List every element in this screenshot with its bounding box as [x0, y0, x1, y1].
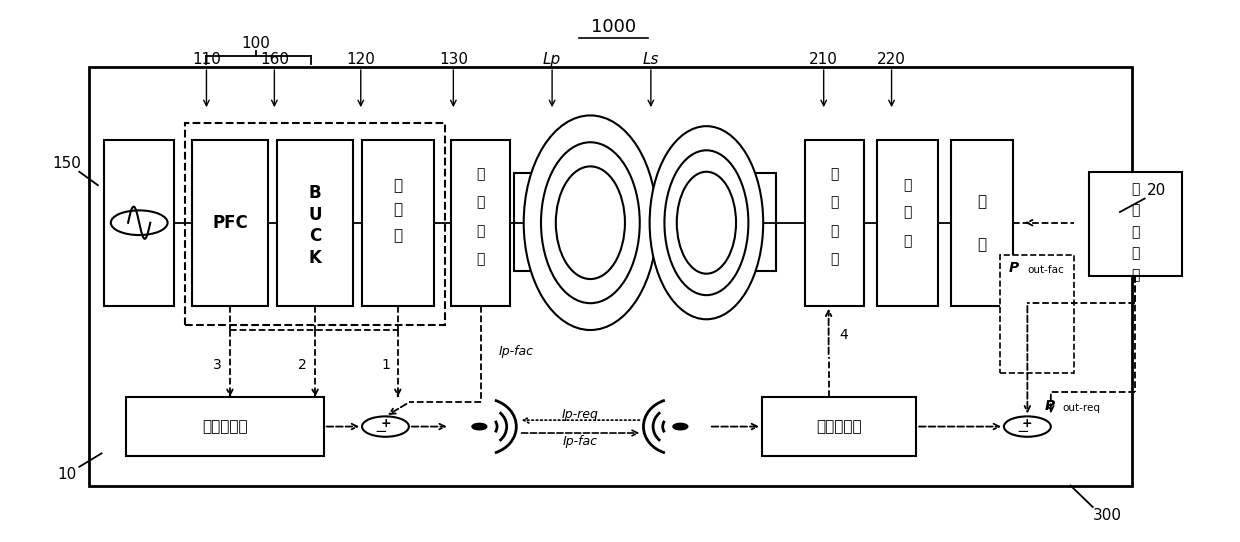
Text: 络: 络	[831, 252, 839, 266]
Ellipse shape	[556, 166, 625, 279]
Text: 110: 110	[192, 51, 221, 67]
Circle shape	[472, 423, 487, 430]
Text: Ls: Ls	[642, 51, 660, 67]
Text: −: −	[1016, 424, 1029, 439]
Ellipse shape	[665, 150, 749, 295]
Text: PFC: PFC	[212, 214, 248, 232]
Text: 谐: 谐	[476, 167, 485, 182]
Bar	[362, 140, 434, 306]
Text: 振: 振	[476, 195, 485, 209]
Text: 220: 220	[877, 51, 906, 67]
Text: 器: 器	[1131, 268, 1140, 282]
Text: 谐: 谐	[831, 167, 839, 182]
Text: 辆: 辆	[1131, 204, 1140, 218]
Bar	[192, 140, 268, 306]
Ellipse shape	[677, 172, 737, 274]
Ellipse shape	[650, 126, 763, 319]
Text: 10: 10	[57, 467, 77, 482]
Bar	[1001, 255, 1074, 373]
Text: 160: 160	[260, 51, 289, 67]
Ellipse shape	[523, 115, 657, 330]
Circle shape	[673, 423, 688, 430]
Bar	[761, 397, 916, 456]
Text: 变: 变	[393, 202, 402, 217]
Text: Ip-fac: Ip-fac	[563, 435, 598, 448]
Text: 整: 整	[904, 178, 911, 192]
Text: 1000: 1000	[591, 18, 636, 36]
Text: P: P	[1009, 261, 1019, 275]
Text: 网: 网	[831, 224, 839, 238]
Text: 地面控制器: 地面控制器	[202, 419, 248, 434]
Bar	[951, 140, 1013, 306]
Text: 120: 120	[346, 51, 376, 67]
Text: out-fac: out-fac	[1028, 265, 1064, 275]
Bar	[513, 173, 543, 271]
Text: K: K	[309, 249, 321, 267]
Text: B: B	[309, 184, 321, 202]
Text: U: U	[309, 205, 322, 224]
Text: 器: 器	[904, 235, 911, 248]
Text: 3: 3	[213, 358, 222, 372]
Text: 车: 车	[1131, 182, 1140, 196]
Bar	[451, 140, 510, 306]
Text: 逆: 逆	[393, 178, 402, 192]
Text: 2: 2	[299, 358, 308, 372]
Text: 负: 负	[977, 193, 986, 209]
Text: 络: 络	[476, 252, 485, 266]
Bar	[1089, 172, 1182, 276]
Text: 20: 20	[1147, 183, 1167, 198]
Text: 100: 100	[242, 36, 270, 50]
Text: +: +	[381, 417, 391, 430]
Text: 流: 流	[904, 205, 911, 219]
Text: 制: 制	[1131, 247, 1140, 261]
Text: out-req: out-req	[1061, 403, 1100, 414]
Text: P: P	[1044, 399, 1055, 413]
Text: 控: 控	[1131, 225, 1140, 239]
Text: +: +	[1022, 417, 1033, 430]
Text: 器: 器	[393, 229, 402, 244]
Bar	[186, 124, 445, 325]
Text: C: C	[309, 227, 321, 245]
Bar	[877, 140, 939, 306]
Text: 210: 210	[810, 51, 838, 67]
Text: 振: 振	[831, 195, 839, 209]
Bar	[104, 140, 175, 306]
Text: 4: 4	[839, 328, 848, 343]
Bar	[89, 67, 1132, 486]
Bar	[126, 397, 324, 456]
Bar	[277, 140, 353, 306]
Text: 300: 300	[1094, 507, 1122, 522]
Bar	[805, 140, 864, 306]
Text: 150: 150	[52, 156, 82, 171]
Ellipse shape	[541, 142, 640, 303]
Text: 1: 1	[381, 358, 389, 372]
Text: 车载控制器: 车载控制器	[816, 419, 862, 434]
Text: 网: 网	[476, 224, 485, 238]
Text: Ip-req: Ip-req	[562, 408, 599, 421]
Bar	[746, 173, 775, 271]
Text: −: −	[374, 424, 387, 439]
Text: 130: 130	[439, 51, 467, 67]
Text: 载: 载	[977, 237, 986, 251]
Text: Lp: Lp	[543, 51, 562, 67]
Text: Ip-fac: Ip-fac	[498, 345, 534, 358]
